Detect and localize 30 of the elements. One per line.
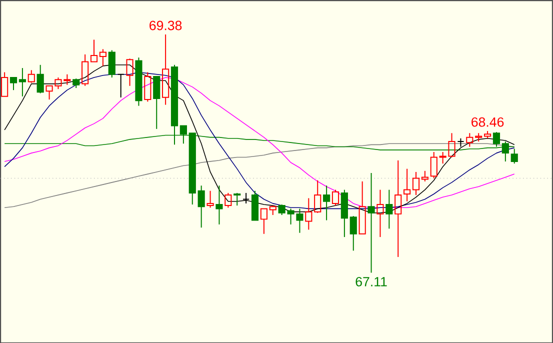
candlestick [466, 132, 474, 148]
candlestick [260, 208, 268, 234]
annotation: 67.11 [356, 276, 387, 286]
candlestick [108, 50, 116, 78]
annotation: 68.46 [472, 117, 504, 127]
candlestick [510, 148, 518, 164]
candlestick [394, 160, 402, 258]
annotation: 69.38 [150, 20, 182, 30]
candlestick [404, 168, 411, 202]
candlestick [216, 184, 223, 225]
candlestick [117, 74, 124, 98]
candlestick [350, 215, 357, 251]
candlestick [242, 192, 250, 204]
candlestick [1, 72, 8, 97]
candlestick [10, 76, 18, 90]
candlestick [386, 189, 393, 229]
candlestick [99, 48, 106, 66]
candlestick [18, 67, 26, 97]
candlestick [430, 151, 438, 179]
candlestick [198, 184, 205, 228]
candlestick [368, 172, 375, 274]
candlestick [234, 192, 241, 206]
candlestick [36, 64, 44, 94]
candlestick [323, 184, 330, 221]
candlestick [162, 34, 170, 106]
candlestick [358, 180, 366, 234]
candlestick [90, 39, 98, 62]
candlestick [72, 78, 80, 88]
candlestick [153, 76, 160, 130]
candlestick [376, 189, 384, 238]
